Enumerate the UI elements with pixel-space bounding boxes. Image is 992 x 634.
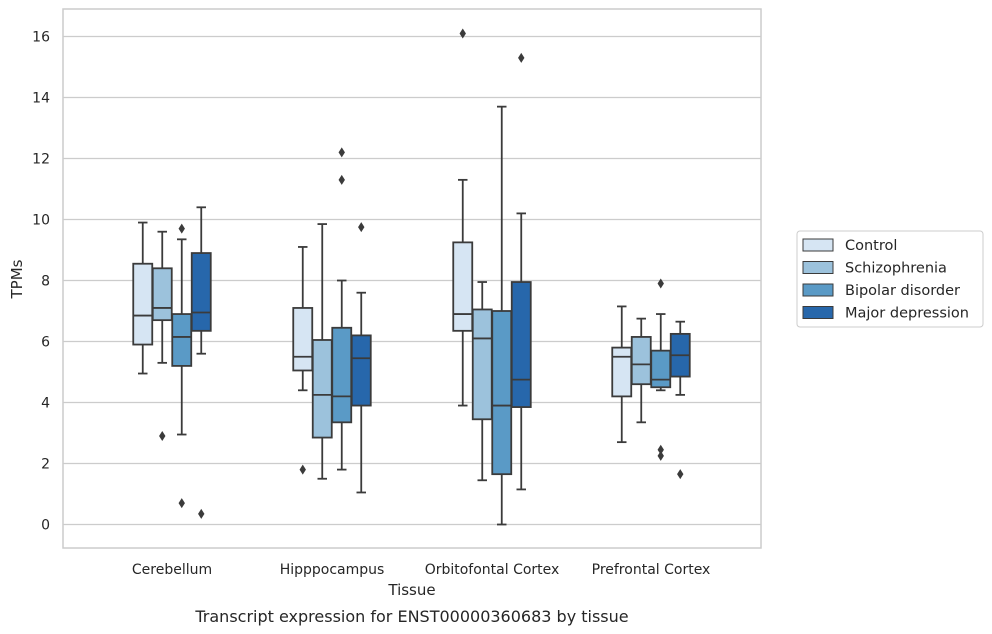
outlier-marker (178, 223, 185, 234)
legend-label: Schizophrenia (845, 261, 947, 277)
outlier-marker (657, 450, 664, 461)
iqr-box (292, 307, 314, 372)
iqr-box (471, 308, 493, 421)
iqr-box (611, 346, 633, 398)
legend-label: Control (845, 238, 897, 254)
y-tick-label: 16 (32, 30, 50, 46)
outlier-marker (677, 469, 684, 480)
legend-label: Major depression (845, 306, 969, 322)
box-plot (151, 230, 173, 442)
x-tick-label: Orbitofontal Cortex (425, 562, 560, 578)
legend-swatch (802, 283, 834, 297)
iqr-box (190, 252, 212, 332)
legend-swatch (802, 238, 834, 252)
x-axis-title: Tissue (387, 581, 435, 599)
y-tick-label: 14 (32, 91, 50, 107)
iqr-box (171, 313, 193, 367)
series-schizophrenia (151, 223, 652, 482)
box-plot (311, 223, 333, 480)
series-bipolar-disorder (171, 105, 672, 526)
box-plot (331, 147, 353, 471)
outlier-marker (459, 28, 466, 39)
y-tick-label: 10 (32, 213, 50, 229)
y-tick-label: 4 (41, 396, 50, 412)
x-tick-labels: Cerebellum Hipppocampus Orbitofontal Corte… (132, 562, 710, 578)
box-plot (132, 221, 154, 375)
x-tick-label: Cerebellum (132, 562, 212, 578)
y-tick-label: 12 (32, 152, 50, 168)
legend-swatch (802, 306, 834, 319)
y-tick-label: 8 (41, 274, 50, 290)
box-plot (650, 278, 672, 461)
box-plot (491, 105, 513, 526)
iqr-box (132, 262, 154, 346)
y-tick-labels: 0 2 4 6 8 10 12 14 16 (32, 30, 50, 534)
iqr-box (510, 281, 532, 408)
outlier-marker (299, 464, 306, 475)
chart-caption: Transcript expression for ENST0000036068… (194, 607, 628, 626)
box-series-layer (132, 28, 691, 526)
outlier-marker (159, 431, 166, 442)
outlier-marker (518, 52, 525, 63)
iqr-box (311, 339, 333, 439)
iqr-box (452, 241, 474, 332)
outlier-marker (338, 147, 345, 158)
series-major-depression (190, 52, 691, 519)
y-tick-label: 0 (41, 518, 50, 534)
legend-label: Bipolar disorder (845, 283, 960, 299)
iqr-box (331, 326, 353, 424)
box-plot (471, 281, 493, 482)
y-axis-title: TPMs (8, 259, 26, 299)
outlier-marker (178, 498, 185, 509)
box-plot (452, 28, 474, 407)
iqr-box (650, 349, 672, 389)
box-plot (611, 305, 633, 444)
outlier-marker (338, 174, 345, 185)
box-plot (630, 317, 652, 424)
iqr-box (630, 336, 652, 386)
iqr-box (350, 334, 372, 407)
box-plot (669, 320, 691, 480)
outlier-marker (198, 508, 205, 519)
legend: Control Schizophrenia Bipolar disorder Majo… (796, 230, 984, 328)
box-plot (171, 223, 193, 509)
y-tick-label: 2 (41, 457, 50, 473)
x-tick-label: Hipppocampus (280, 562, 385, 578)
box-plot (350, 222, 372, 494)
legend-entries: Control Schizophrenia Bipolar disorder Majo… (802, 238, 969, 322)
outlier-marker (358, 222, 365, 233)
box-plot (510, 52, 532, 491)
box-plot (190, 206, 212, 519)
series-control (132, 28, 633, 475)
outlier-marker (657, 444, 664, 455)
iqr-box (491, 310, 513, 476)
outlier-marker (657, 278, 664, 289)
x-tick-label: Prefrontal Cortex (592, 562, 711, 578)
y-tick-label: 6 (41, 335, 50, 351)
legend-frame (796, 230, 984, 328)
legend-swatch (802, 261, 834, 274)
iqr-box (151, 267, 173, 322)
plot-frame (62, 8, 762, 549)
